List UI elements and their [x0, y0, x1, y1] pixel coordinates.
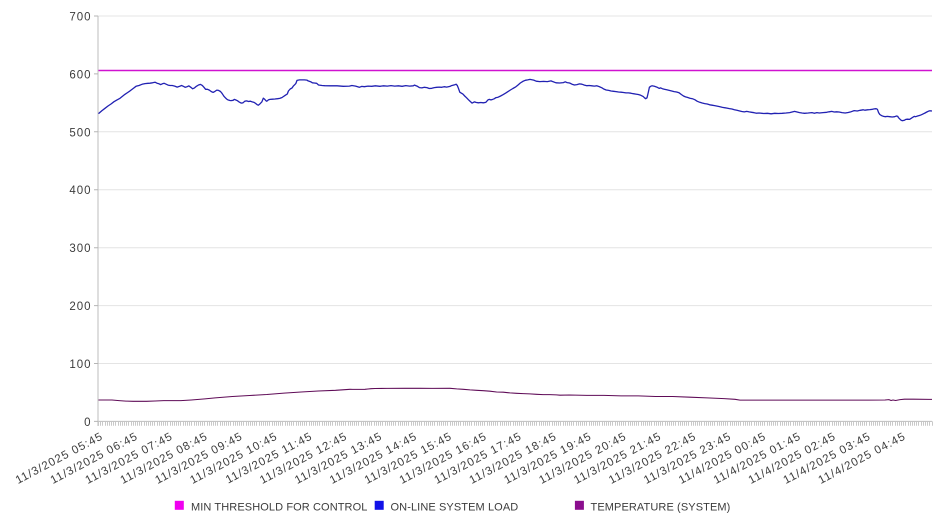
svg-text:400: 400 — [69, 185, 91, 197]
svg-text:ON-LINE SYSTEM LOAD: ON-LINE SYSTEM LOAD — [391, 501, 519, 513]
svg-text:600: 600 — [69, 69, 91, 81]
svg-text:300: 300 — [69, 243, 91, 255]
svg-text:TEMPERATURE (SYSTEM): TEMPERATURE (SYSTEM) — [591, 501, 731, 513]
svg-text:200: 200 — [69, 301, 91, 313]
svg-text:0: 0 — [84, 417, 91, 429]
svg-text:MIN THRESHOLD FOR CONTROL: MIN THRESHOLD FOR CONTROL — [191, 501, 367, 513]
svg-text:500: 500 — [69, 127, 91, 139]
svg-text:700: 700 — [69, 12, 91, 24]
svg-text:100: 100 — [69, 359, 91, 371]
